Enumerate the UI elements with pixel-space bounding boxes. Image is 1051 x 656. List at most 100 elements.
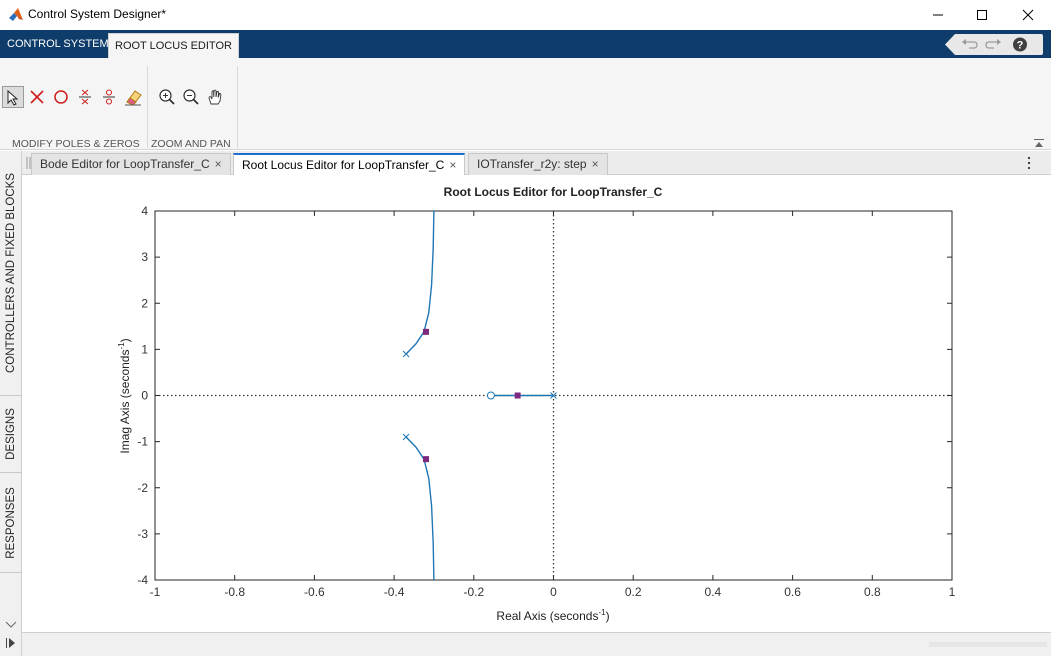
add-complex-pole-button[interactable] [74, 86, 96, 108]
y-tick-label: 0 [141, 389, 148, 403]
pan-hand-icon [208, 89, 222, 105]
y-tick-label: 2 [141, 296, 148, 310]
doc-tab-label: Root Locus Editor for LoopTransfer_C [242, 158, 445, 172]
zoom-out-button[interactable] [180, 86, 202, 108]
doc-tab-label: IOTransfer_r2y: step [477, 157, 587, 171]
add-complex-pole-icon [79, 89, 91, 105]
locus-branch-lower [405, 436, 435, 581]
x-tick-label: -0.2 [463, 585, 484, 599]
y-tick-label: -4 [137, 573, 148, 587]
tab-label: CONTROLLERS AND FIXED BLOCKS [5, 172, 17, 374]
document-tab-bar: Bode Editor for LoopTransfer_C × Root Loc… [22, 151, 1051, 175]
x-tick-label: -1 [150, 585, 161, 599]
section-divider [237, 66, 238, 148]
add-zero-icon [54, 90, 68, 104]
x-tick-label: 0 [550, 585, 557, 599]
x-tick-label: -0.8 [224, 585, 245, 599]
closed-loop-pole-marker [422, 456, 429, 463]
tab-designs[interactable]: DESIGNS [0, 396, 22, 473]
open-loop-pole-marker [402, 350, 410, 358]
left-panel-tabs: CONTROLLERS AND FIXED BLOCKS DESIGNS RES… [0, 151, 22, 656]
y-axis-label: Imag Axis (seconds-1) [117, 338, 132, 453]
add-complex-zero-icon [103, 89, 115, 105]
doc-tab-iotransfer-step[interactable]: IOTransfer_r2y: step × [468, 153, 608, 175]
collapse-toolstrip-icon[interactable] [1033, 138, 1045, 148]
tab-control-system[interactable]: CONTROL SYSTEM [7, 38, 109, 50]
close-tab-icon[interactable]: × [214, 157, 222, 171]
y-tick-label: 1 [141, 342, 148, 356]
doc-tab-label: Bode Editor for LoopTransfer_C [40, 157, 210, 171]
toolstrip: MODIFY POLES & ZEROS ZOOM AND PAN [0, 58, 1051, 150]
zoom-in-button[interactable] [156, 86, 178, 108]
add-zero-button[interactable] [50, 86, 72, 108]
close-tab-icon[interactable]: × [449, 158, 457, 172]
x-axis-label: Real Axis (seconds-1) [496, 608, 609, 623]
doc-tab-bode-editor[interactable]: Bode Editor for LoopTransfer_C × [31, 153, 231, 175]
open-loop-zero-marker [486, 391, 495, 400]
select-arrow-icon [7, 89, 19, 106]
y-tick-label: 3 [141, 250, 148, 264]
closed-loop-pole-marker [422, 328, 429, 335]
y-tick-label: -1 [137, 435, 148, 449]
x-tick-label: 0.8 [864, 585, 881, 599]
section-label-modify-poles-zeros: MODIFY POLES & ZEROS [12, 138, 140, 150]
x-tick-label: -0.6 [304, 585, 325, 599]
minimize-button[interactable] [915, 0, 961, 30]
chevron-down-icon[interactable] [5, 621, 17, 629]
ribbon-tab-bar: CONTROL SYSTEM ROOT LOCUS EDITOR [0, 30, 1051, 58]
section-label-zoom-and-pan: ZOOM AND PAN [151, 138, 231, 150]
x-tick-label: -0.4 [384, 585, 405, 599]
pole-stroke [402, 433, 410, 441]
add-pole-button[interactable] [26, 86, 48, 108]
axis-ticks: -1 -0.8 -0.6 -0.4 -0.2 0 0.2 0.4 0.6 0.8 1 -4 -3 -2 -1… [137, 204, 955, 599]
select-arrow-button[interactable] [2, 86, 24, 108]
locus-branch-upper [405, 210, 435, 355]
tab-responses[interactable]: RESPONSES [0, 473, 22, 573]
root-locus-plot-area: Root Locus Editor for LoopTransfer_C -1-… [22, 175, 1051, 632]
pan-button[interactable] [204, 86, 226, 108]
add-pole-icon [30, 90, 44, 104]
delete-pole-zero-button[interactable] [122, 86, 144, 108]
undo-icon[interactable] [962, 39, 978, 49]
pole-zero-markers [402, 328, 557, 463]
y-tick-label: 4 [141, 204, 148, 218]
open-loop-pole-marker [550, 392, 557, 399]
y-tick-label: -3 [137, 527, 148, 541]
window-title: Control System Designer* [28, 7, 167, 21]
pole-stroke [550, 392, 557, 399]
help-icon[interactable]: ? [1013, 37, 1027, 52]
more-options-icon[interactable] [1026, 156, 1032, 170]
status-scrollbar[interactable] [929, 642, 1047, 647]
redo-icon[interactable] [985, 39, 1001, 49]
maximize-button[interactable] [959, 0, 1005, 30]
x-tick-label: 0.2 [625, 585, 642, 599]
x-tick-label: 0.6 [784, 585, 801, 599]
doc-tab-root-locus-editor[interactable]: Root Locus Editor for LoopTransfer_C × [233, 153, 466, 175]
x-tick-label: 0.4 [705, 585, 722, 599]
tab-root-locus-editor[interactable]: ROOT LOCUS EDITOR [108, 33, 239, 58]
matlab-logo-icon [9, 8, 23, 21]
eraser-icon [125, 90, 142, 106]
add-complex-zero-button[interactable] [98, 86, 120, 108]
root-locus-chart[interactable]: Root Locus Editor for LoopTransfer_C -1-… [22, 175, 1051, 632]
close-window-button[interactable] [1005, 0, 1051, 30]
zoom-out-icon [183, 89, 199, 105]
status-bar [22, 632, 1051, 656]
tab-controllers-and-fixed-blocks[interactable]: CONTROLLERS AND FIXED BLOCKS [0, 151, 22, 396]
open-loop-pole-marker [402, 433, 410, 441]
expand-panel-icon[interactable] [5, 637, 17, 649]
section-divider [147, 66, 148, 148]
minimize-icon [933, 14, 943, 16]
y-tick-label: -2 [137, 481, 148, 495]
closed-loop-pole-marker [514, 392, 521, 399]
x-tick-label: 1 [949, 585, 956, 599]
tab-label: DESIGNS [5, 408, 17, 460]
zoom-in-icon [159, 89, 175, 105]
svg-text:?: ? [1017, 40, 1024, 52]
title-bar: Control System Designer* [0, 0, 1051, 30]
maximize-icon [977, 10, 987, 20]
close-tab-icon[interactable]: × [591, 157, 599, 171]
quick-access-toolbar: ? [945, 34, 1043, 55]
pole-stroke [402, 350, 410, 358]
tab-label: RESPONSES [5, 486, 17, 559]
